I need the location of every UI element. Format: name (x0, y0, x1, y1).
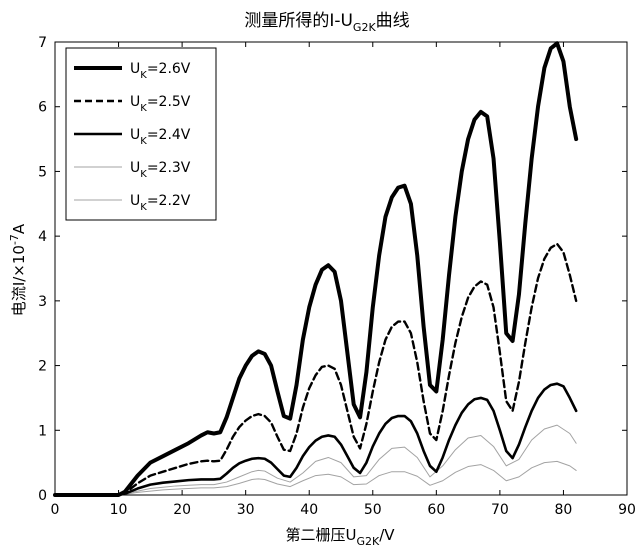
series-line-2 (53, 242, 578, 497)
x-tick-label: 50 (364, 502, 382, 518)
x-tick-label: 10 (110, 502, 128, 518)
y-tick-label: 2 (38, 359, 47, 375)
x-tick-label: 40 (300, 502, 318, 518)
y-tick-label: 6 (38, 100, 47, 116)
legend: UK=2.6V UK=2.5V UK=2.4V UK=2.3V UK=2.2V (65, 47, 217, 221)
legend-label-2: UK=2.5V (130, 94, 191, 114)
chart-title: 测量所得的I-UG2K曲线 (244, 11, 409, 34)
legend-label-1: UK=2.6V (130, 61, 191, 81)
y-tick-label: 0 (38, 488, 47, 504)
legend-label-3: UK=2.4V (130, 127, 191, 147)
x-tick-label: 60 (427, 502, 445, 518)
series-line-4 (54, 424, 577, 496)
series-line-3 (53, 382, 578, 497)
x-tick-label: 90 (618, 502, 636, 518)
x-tick-label: 0 (51, 502, 60, 518)
y-tick-label: 1 (38, 423, 47, 439)
legend-label-4: UK=2.3V (130, 160, 191, 180)
y-tick-label: 4 (38, 229, 47, 245)
x-tick-label: 30 (237, 502, 255, 518)
y-tick-label: 3 (38, 294, 47, 310)
plot-area: 0 10 20 30 40 50 60 70 80 90 0 1 2 3 4 5 6 7 (38, 35, 636, 518)
x-tick-label: 70 (491, 502, 509, 518)
x-axis-label: 第二栅压UG2K/V (285, 526, 395, 548)
axes-box (54, 41, 628, 496)
y-tick-label: 7 (38, 35, 47, 51)
series-line-1 (53, 41, 579, 497)
series-line-5 (54, 460, 577, 496)
y-tick-label: 5 (38, 164, 47, 180)
x-tick-label: 80 (555, 502, 573, 518)
x-tick-label: 20 (173, 502, 191, 518)
y-axis-label: 电流I/×10-7A (8, 223, 28, 316)
legend-label-5: UK=2.2V (130, 193, 191, 213)
